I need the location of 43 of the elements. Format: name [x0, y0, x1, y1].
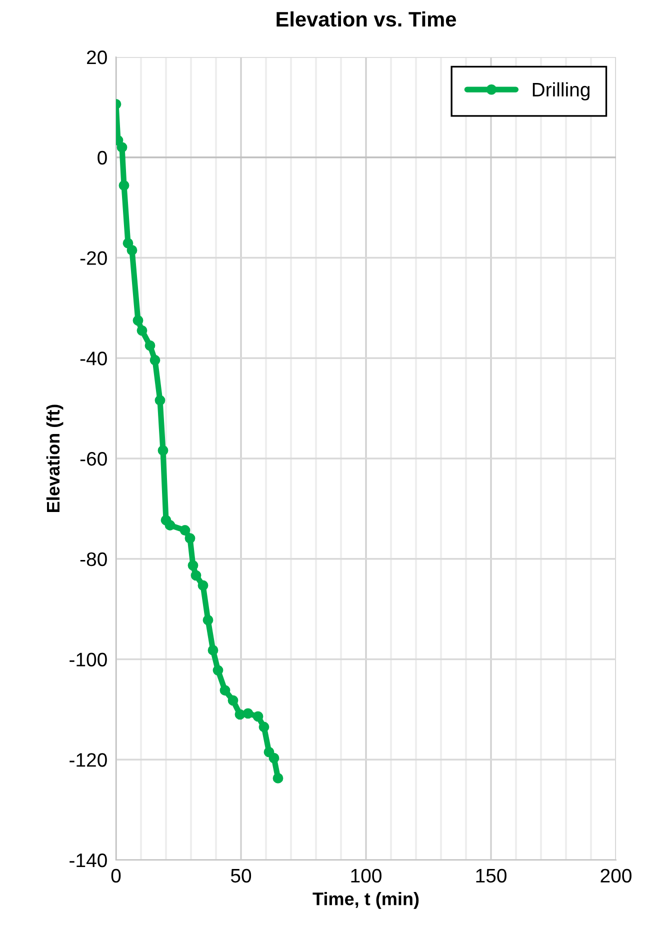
point — [180, 525, 190, 536]
point — [136, 325, 148, 336]
point — [158, 445, 168, 456]
point — [252, 711, 264, 722]
y-tick-label: -100 — [70, 652, 107, 666]
y-tick-label: -40 — [80, 352, 107, 366]
point — [228, 695, 238, 706]
x-tick-label: 150 — [476, 868, 506, 883]
y-tick-label: -80 — [80, 552, 107, 566]
x-tick-label: 200 — [600, 868, 632, 883]
point — [164, 520, 176, 530]
point — [154, 395, 166, 406]
x-axis-title: Time, t (min) — [312, 892, 419, 909]
point — [208, 645, 218, 656]
point — [272, 772, 284, 784]
point — [126, 245, 138, 256]
point — [116, 142, 128, 153]
x-tick-label: 0 — [111, 868, 121, 883]
y-axis-title: Elevation (ft) — [46, 404, 64, 512]
point — [202, 614, 214, 626]
point — [132, 315, 144, 326]
y-tick-label: -20 — [80, 251, 107, 265]
y-tick-label: 20 — [87, 50, 107, 64]
legend-label: Drilling — [532, 82, 590, 100]
y-tick-label: -120 — [70, 753, 107, 767]
point — [118, 180, 130, 191]
chart-title: Elevation vs. Time — [276, 11, 456, 27]
point — [242, 708, 254, 719]
y-tick-label: -60 — [80, 452, 107, 466]
point — [144, 340, 156, 351]
point — [198, 580, 208, 591]
y-tick-label: 0 — [98, 150, 107, 165]
x-tick-label: 100 — [351, 868, 382, 883]
point — [268, 752, 280, 764]
y-tick-label: -140 — [70, 853, 107, 868]
point — [184, 533, 196, 544]
point — [212, 665, 224, 676]
point — [220, 685, 230, 696]
x-tick-label: 50 — [230, 868, 252, 883]
point — [150, 354, 160, 366]
point — [190, 570, 202, 581]
point — [258, 722, 270, 732]
point — [188, 560, 198, 571]
